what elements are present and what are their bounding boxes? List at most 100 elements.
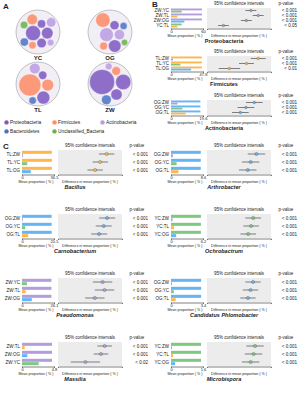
mean-bar [22,159,52,162]
header: p-value [279,1,294,6]
header: p-value [130,271,145,276]
diff-point [84,360,87,363]
genus-circle [116,74,131,89]
diff-point [249,288,252,291]
axis-line [59,239,123,240]
row-label: ZW:YC [6,360,21,365]
mean-bar [171,170,178,173]
mean-bar [171,19,202,21]
row-label: TL:ZW [7,152,21,157]
diff-point [222,24,225,27]
mean-bar [22,346,25,349]
stamp-plot: 95% confidence intervalsp-valueYC:ZW< 0.… [154,207,297,254]
genus-circle [37,38,46,47]
legend-swatch [4,129,8,133]
site-label: YC [34,55,43,61]
site-circle [16,62,60,106]
diff-point [102,224,105,227]
stamp-plot: 95% confidence intervalsp-valueZW:TL< 0.… [5,335,149,382]
diff-axis [208,239,272,240]
axis-line [208,175,272,176]
p-value: < 0.001 [133,288,149,293]
mean-bar [22,354,27,357]
diff-point [247,232,250,235]
diff-point [239,111,242,114]
mean-bar [22,234,28,237]
diff-point [245,106,248,109]
intervals [240,280,260,299]
stamp-plot: 95% confidence intervalsp-valueYC:ZW< 0.… [154,335,297,382]
header: 95% confidence intervals [214,49,265,54]
mean-bar [22,151,52,154]
bars [171,101,200,115]
p-value: < 0.001 [133,224,149,229]
site-pack: OG [88,10,132,61]
diff-axis [59,239,123,240]
mean-bar [171,287,201,290]
diff-point [106,216,109,219]
mean-bar [22,343,52,346]
stamp-plot: 95% confidence intervalsp-valueTL:ZW< 0.… [155,49,297,87]
diff-point [257,14,260,17]
row-label: YC:OG [154,232,169,237]
mean-bar [22,282,27,285]
header: p-value [279,335,294,340]
ci-line [245,10,256,11]
axis-title: Mean proportion ( % ) [168,34,203,38]
site-pack: ZW [88,62,132,113]
row-label: OG:YC [154,160,169,165]
intervals [242,344,264,363]
genus-circle [46,18,55,27]
row-label: OG:ZW [5,216,21,221]
p-value: < 0.001 [282,280,298,285]
row-label: OG:TL [155,296,169,301]
legend-label: Firmicutes [58,120,81,125]
mean-bar [22,290,26,293]
row-label: YC:TL [156,23,169,28]
header: 95% confidence intervals [214,271,265,276]
diff-point [228,67,231,70]
axis-line [172,29,204,30]
diff-point [250,9,253,12]
row-band [207,214,271,238]
diff-axis [208,303,272,304]
diff-point [249,160,252,163]
mean-bar [171,215,201,218]
p-value: < 0.001 [133,152,149,157]
mean-bar [171,11,182,13]
genus-circle [100,28,114,42]
ci-line [218,25,229,26]
p-value: < 0.001 [282,296,298,301]
row-label: ZW:YC [6,280,21,285]
p-value: < 0.001 [133,216,149,221]
bars [171,343,201,365]
p-value: < 0.01 [284,66,297,71]
genus-circle [30,63,41,74]
header: p-value [130,335,145,340]
header: 95% confidence intervals [65,335,116,340]
bars [22,343,52,365]
intervals [218,9,264,27]
p-value: < 0.001 [282,288,298,293]
mean-bar [171,113,186,115]
mean-bar [171,106,200,108]
plot-title: Candidatus Phlomobacter [190,312,259,318]
row-label: YC:OG [154,360,169,365]
plot-title: Arthrobacter [206,184,241,190]
ci-line [251,58,266,59]
mean-bar [171,346,172,349]
p-value: < 0.001 [282,344,298,349]
diff-axis [59,303,123,304]
stamp-plot: 95% confidence intervalsp-valueTL:ZW< 0.… [6,143,148,190]
row-band [207,100,271,115]
diff-axis [208,175,272,176]
header: 95% confidence intervals [214,1,265,6]
legend-swatch [100,120,104,124]
p-value: < 0.001 [282,224,298,229]
mean-bar [22,351,52,354]
panel-label: C [3,142,9,151]
intervals [91,216,115,235]
plot-title: Carnobacterium [54,248,96,254]
row-label: OG:YC [154,288,169,293]
stamp-plot: 95% confidence intervalsp-valueZW:YC< 0.… [5,271,149,318]
